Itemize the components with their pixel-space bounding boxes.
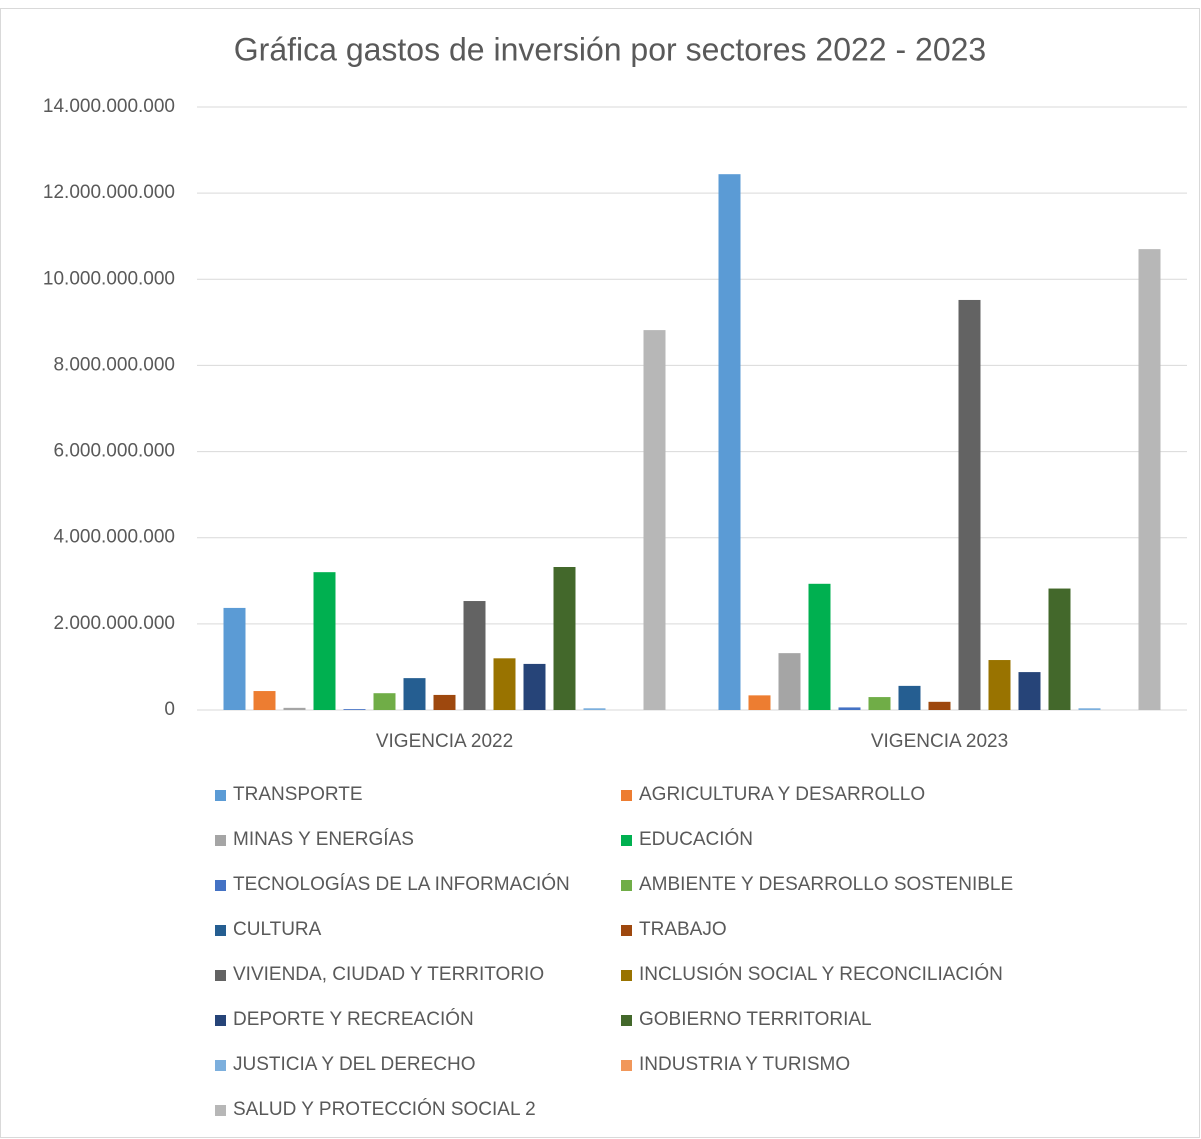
legend-label: TRABAJO bbox=[639, 919, 727, 940]
x-tick-label: VIGENCIA 2023 bbox=[871, 731, 1008, 752]
bar bbox=[748, 695, 771, 710]
y-tick-label: 8.000.000.000 bbox=[53, 354, 175, 375]
legend-label: TECNOLOGÍAS DE LA INFORMACIÓN bbox=[233, 873, 570, 895]
legend-swatch bbox=[215, 925, 226, 936]
legend-label: EDUCACIÓN bbox=[639, 828, 753, 850]
legend-swatch bbox=[215, 1060, 226, 1071]
legend-label: AMBIENTE Y DESARROLLO SOSTENIBLE bbox=[639, 874, 1013, 895]
bar bbox=[1138, 249, 1161, 710]
legend-swatch bbox=[215, 835, 226, 846]
legend-swatch bbox=[215, 880, 226, 891]
legend-label: SALUD Y PROTECCIÓN SOCIAL 2 bbox=[233, 1098, 536, 1120]
y-tick-label: 4.000.000.000 bbox=[53, 527, 175, 548]
bar bbox=[253, 691, 276, 710]
y-tick-label: 12.000.000.000 bbox=[43, 182, 175, 203]
bar bbox=[958, 299, 981, 710]
bar bbox=[988, 660, 1011, 710]
bar bbox=[343, 709, 366, 710]
legend-label: INCLUSIÓN SOCIAL Y RECONCILIACIÓN bbox=[639, 963, 1003, 985]
bar bbox=[493, 658, 516, 710]
bar bbox=[808, 583, 831, 710]
legend-swatch bbox=[621, 835, 632, 846]
legend-label: MINAS Y ENERGÍAS bbox=[233, 829, 414, 850]
legend-swatch bbox=[215, 970, 226, 981]
y-tick-label: 0 bbox=[164, 699, 175, 720]
legend-label: INDUSTRIA Y TURISMO bbox=[639, 1054, 850, 1075]
bar bbox=[403, 678, 426, 710]
chart-frame bbox=[0, 8, 1200, 1138]
bar bbox=[1048, 588, 1071, 710]
bar bbox=[643, 330, 666, 710]
legend-label: DEPORTE Y RECREACIÓN bbox=[233, 1008, 474, 1030]
x-tick-label: VIGENCIA 2022 bbox=[376, 731, 513, 752]
legend-swatch bbox=[215, 790, 226, 801]
legend-label: GOBIERNO TERRITORIAL bbox=[639, 1009, 872, 1030]
y-tick-label: 10.000.000.000 bbox=[43, 268, 175, 289]
legend-label: AGRICULTURA Y DESARROLLO bbox=[639, 784, 925, 805]
bar bbox=[283, 707, 306, 710]
legend-swatch bbox=[215, 1015, 226, 1026]
legend-swatch bbox=[621, 925, 632, 936]
bar bbox=[463, 601, 486, 710]
legend-swatch bbox=[621, 1015, 632, 1026]
bar bbox=[433, 694, 456, 710]
bar bbox=[718, 174, 741, 711]
bar bbox=[838, 707, 861, 710]
bar bbox=[1078, 708, 1101, 710]
bar bbox=[868, 697, 891, 710]
y-tick-label: 6.000.000.000 bbox=[53, 441, 175, 462]
legend-swatch bbox=[621, 880, 632, 891]
bar bbox=[223, 607, 246, 710]
bar bbox=[778, 653, 801, 710]
legend-label: CULTURA bbox=[233, 919, 322, 940]
legend-label: TRANSPORTE bbox=[233, 784, 363, 805]
bar bbox=[928, 701, 951, 710]
bar bbox=[1018, 672, 1041, 710]
legend-label: VIVIENDA, CIUDAD Y TERRITORIO bbox=[233, 964, 544, 985]
legend-label: JUSTICIA Y DEL DERECHO bbox=[233, 1054, 476, 1075]
y-tick-label: 14.000.000.000 bbox=[43, 96, 175, 117]
legend-swatch bbox=[621, 790, 632, 801]
legend-swatch bbox=[621, 970, 632, 981]
bar bbox=[553, 567, 576, 710]
bar bbox=[313, 572, 336, 710]
bar bbox=[898, 685, 921, 710]
chart-title: Gráfica gastos de inversión por sectores… bbox=[234, 31, 986, 67]
legend-swatch bbox=[215, 1105, 226, 1116]
bar bbox=[523, 663, 546, 710]
y-tick-label: 2.000.000.000 bbox=[53, 613, 175, 634]
bar bbox=[583, 708, 606, 710]
bar bbox=[373, 693, 396, 710]
legend-swatch bbox=[621, 1060, 632, 1071]
